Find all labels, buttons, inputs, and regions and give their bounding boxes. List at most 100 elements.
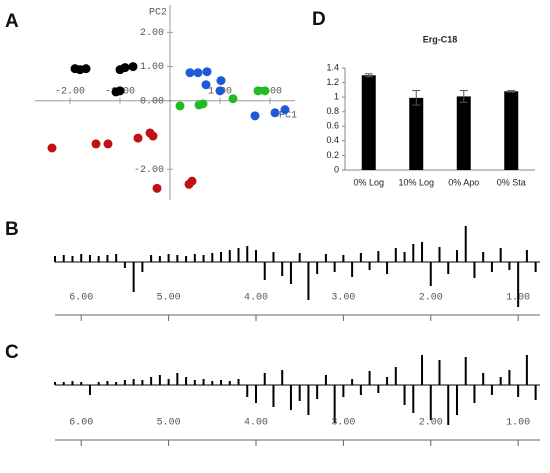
peak bbox=[316, 385, 319, 399]
peak bbox=[246, 246, 249, 262]
peak bbox=[254, 385, 257, 403]
peak bbox=[499, 377, 502, 385]
bar bbox=[456, 96, 471, 170]
peak bbox=[298, 253, 301, 262]
peak bbox=[211, 253, 214, 262]
peak bbox=[115, 382, 118, 385]
peak bbox=[342, 385, 345, 397]
peak bbox=[517, 385, 520, 397]
peak bbox=[386, 377, 389, 385]
peak bbox=[473, 262, 476, 278]
peak bbox=[421, 242, 424, 262]
peak bbox=[62, 255, 65, 262]
point bbox=[260, 86, 270, 96]
chart-title: Erg-C18 bbox=[423, 34, 458, 44]
y-tick-label: 1.2 bbox=[326, 77, 339, 87]
y-tick-label: 1 bbox=[334, 92, 339, 102]
panel-label: A bbox=[5, 11, 19, 32]
x-tick-label: 3.00 bbox=[331, 293, 355, 304]
peak bbox=[438, 247, 441, 262]
point bbox=[91, 139, 101, 149]
point bbox=[175, 101, 185, 111]
peak bbox=[211, 381, 214, 385]
panel-label: D bbox=[312, 9, 326, 30]
point bbox=[216, 76, 226, 86]
peak bbox=[447, 262, 450, 274]
peak bbox=[289, 262, 292, 284]
point bbox=[280, 105, 290, 115]
peak bbox=[150, 255, 153, 262]
panel-label: C bbox=[5, 342, 19, 363]
point bbox=[228, 94, 238, 104]
peak bbox=[54, 382, 56, 385]
x-axis-label: PC1 bbox=[279, 110, 297, 121]
peak bbox=[429, 385, 432, 420]
peak bbox=[324, 375, 327, 385]
peak bbox=[525, 355, 528, 385]
y-tick-label: 1.00 bbox=[140, 62, 164, 73]
peak bbox=[307, 262, 310, 300]
peak bbox=[333, 385, 336, 423]
peak bbox=[263, 262, 266, 280]
peak bbox=[123, 262, 126, 268]
y-tick-label: 0.8 bbox=[326, 106, 339, 116]
peak bbox=[141, 380, 144, 385]
peak bbox=[508, 262, 511, 270]
point bbox=[152, 183, 162, 193]
peak bbox=[394, 248, 397, 262]
peak bbox=[403, 385, 406, 405]
peak bbox=[316, 262, 319, 274]
peak bbox=[455, 250, 458, 262]
peak bbox=[106, 381, 109, 385]
peak bbox=[429, 262, 432, 286]
x-tick-label: 4.00 bbox=[244, 418, 268, 429]
x-tick-label: 0% Sta bbox=[497, 177, 526, 187]
peak bbox=[377, 251, 380, 262]
peak bbox=[176, 255, 179, 262]
peak bbox=[351, 379, 354, 385]
peak bbox=[193, 254, 196, 262]
peak bbox=[473, 385, 476, 403]
peak bbox=[246, 385, 249, 397]
x-tick-label: 2.00 bbox=[419, 293, 443, 304]
peak bbox=[167, 254, 170, 262]
peak bbox=[228, 381, 231, 385]
y-tick-label: -2.00 bbox=[134, 165, 164, 176]
x-tick-label: 5.00 bbox=[157, 418, 181, 429]
peak bbox=[106, 255, 109, 262]
peak bbox=[132, 262, 135, 292]
y-tick-label: 0.00 bbox=[140, 96, 164, 107]
peak bbox=[482, 373, 485, 385]
x-tick-label: 6.00 bbox=[69, 418, 93, 429]
peak bbox=[220, 252, 223, 262]
peak bbox=[71, 381, 74, 385]
point bbox=[133, 133, 143, 143]
peak bbox=[115, 254, 118, 262]
peak bbox=[150, 377, 153, 385]
y-axis-label: PC2 bbox=[149, 8, 167, 19]
peak bbox=[499, 248, 502, 262]
point bbox=[201, 80, 211, 90]
point bbox=[215, 86, 225, 96]
peak bbox=[281, 262, 284, 276]
point bbox=[103, 139, 113, 149]
peak bbox=[324, 254, 327, 262]
peak bbox=[202, 255, 205, 262]
peak bbox=[508, 370, 511, 385]
x-tick-label: -2.00 bbox=[55, 86, 85, 97]
peak bbox=[88, 255, 91, 262]
peak bbox=[482, 252, 485, 262]
peak bbox=[447, 385, 450, 425]
peak bbox=[97, 382, 100, 385]
x-tick-label: 1.00 bbox=[506, 293, 530, 304]
point bbox=[185, 68, 195, 78]
peak bbox=[464, 357, 467, 385]
peak bbox=[71, 256, 74, 262]
peak bbox=[455, 385, 458, 415]
peak bbox=[263, 373, 266, 385]
x-tick-label: 0% Apo bbox=[448, 177, 479, 187]
peak bbox=[289, 385, 292, 410]
point bbox=[187, 176, 197, 186]
peak bbox=[167, 379, 170, 385]
peak bbox=[368, 371, 371, 385]
